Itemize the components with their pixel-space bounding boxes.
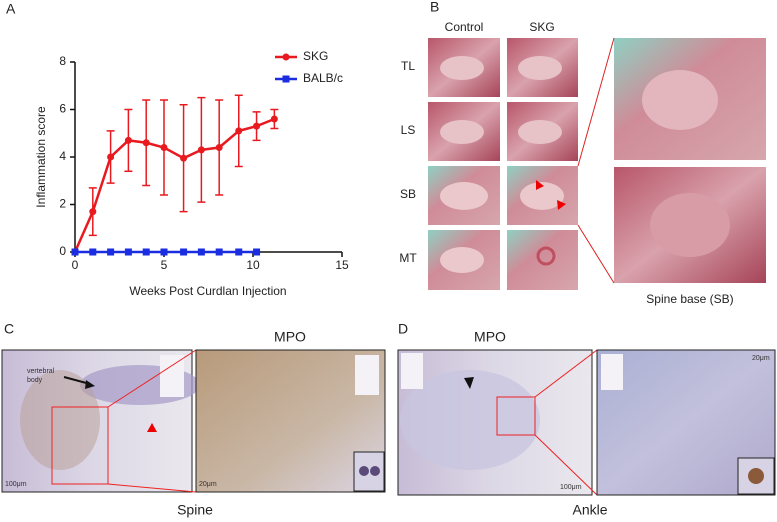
legend-marker xyxy=(282,53,290,61)
row-label: LS xyxy=(401,123,416,137)
scale-bar: 20μm xyxy=(199,481,217,488)
marker xyxy=(124,248,132,256)
marker xyxy=(142,248,150,256)
zoom-line xyxy=(107,483,197,493)
panel-title: MPO xyxy=(474,329,506,345)
tissue xyxy=(650,193,730,257)
inset xyxy=(160,355,184,397)
caption: Ankle xyxy=(572,502,607,518)
tissue xyxy=(440,182,488,210)
panel-d: MPO 100μm 20μm Ankle xyxy=(397,329,776,518)
legend-marker xyxy=(282,75,290,83)
column-label: SKG xyxy=(529,20,554,34)
zoom-box xyxy=(51,406,109,485)
marker xyxy=(253,248,261,256)
panel-letter: A xyxy=(6,1,16,17)
x-tick-label: 5 xyxy=(161,258,168,272)
marker xyxy=(107,153,115,161)
row-label: SB xyxy=(400,187,416,201)
marker xyxy=(235,248,243,256)
marker xyxy=(197,146,205,154)
tissue xyxy=(518,56,562,80)
tissue xyxy=(20,370,100,470)
annotation: vertebral xyxy=(27,368,55,375)
marker xyxy=(142,139,150,147)
y-axis-title: Inflammation score xyxy=(34,106,48,208)
tissue xyxy=(440,247,484,273)
marker xyxy=(124,136,132,144)
marker xyxy=(215,248,223,256)
row-label: MT xyxy=(399,251,417,265)
panel-letter: D xyxy=(398,321,408,337)
marker xyxy=(180,248,188,256)
scale-bar: 100μm xyxy=(5,481,27,488)
scale-bar: 20μm xyxy=(752,355,770,362)
inset xyxy=(355,355,379,395)
caption: Spine base (SB) xyxy=(646,292,733,306)
marker xyxy=(215,144,223,151)
tissue xyxy=(440,120,484,144)
panel-c: MPO vertebral body 100μm 20μm Spine xyxy=(1,329,386,518)
arrowhead xyxy=(85,380,95,389)
cell xyxy=(359,466,369,476)
zoom-line xyxy=(534,434,598,496)
y-tick-label: 8 xyxy=(59,54,66,68)
marker xyxy=(197,248,205,256)
marker xyxy=(89,248,97,256)
zoom-line xyxy=(577,224,615,284)
tissue xyxy=(520,182,564,210)
tissue xyxy=(440,56,484,80)
line-chart: Inflammation score Weeks Post Curdlan In… xyxy=(34,49,349,298)
x-axis-title: Weeks Post Curdlan Injection xyxy=(129,284,286,298)
caption: Spine xyxy=(177,502,213,518)
tissue xyxy=(536,246,556,266)
y-tick-label: 2 xyxy=(59,197,66,211)
arrowhead xyxy=(464,377,474,389)
arrow xyxy=(63,376,91,385)
marker xyxy=(270,115,278,123)
tissue xyxy=(642,70,718,130)
row-label: TL xyxy=(401,59,415,73)
scale-bar: 100μm xyxy=(560,484,582,491)
panel-letter: B xyxy=(430,0,439,15)
annotation: body xyxy=(27,377,43,384)
x-tick-label: 15 xyxy=(335,258,349,272)
cell xyxy=(748,468,764,484)
inset xyxy=(601,354,623,390)
marker xyxy=(107,248,115,256)
inset xyxy=(401,353,423,389)
y-tick-label: 6 xyxy=(59,102,66,116)
zoom-line xyxy=(107,349,197,408)
legend-label: BALB/c xyxy=(303,71,343,85)
column-label: Control xyxy=(445,20,484,34)
y-tick-label: 4 xyxy=(59,149,66,163)
panel-letter: C xyxy=(4,321,14,337)
marker xyxy=(160,248,168,256)
x-tick-label: 10 xyxy=(246,258,260,272)
y-tick-label: 0 xyxy=(59,244,66,258)
zoom-line xyxy=(577,37,615,167)
legend-label: SKG xyxy=(303,49,328,63)
marker xyxy=(180,154,188,162)
tissue xyxy=(400,370,540,470)
tissue xyxy=(518,120,562,144)
cell xyxy=(370,466,380,476)
marker xyxy=(89,208,97,216)
marker xyxy=(160,144,168,151)
panel-title: MPO xyxy=(274,329,306,345)
marker xyxy=(71,248,79,256)
histology-image xyxy=(507,230,578,290)
arrowhead xyxy=(536,180,544,190)
marker xyxy=(235,127,243,135)
marker xyxy=(253,122,261,130)
arrowhead xyxy=(147,423,157,432)
x-tick-label: 0 xyxy=(72,258,79,272)
series-line xyxy=(73,117,275,253)
arrowhead xyxy=(557,200,566,210)
zoom-box xyxy=(496,396,536,436)
panel-b: Control SKG TL LS SB MT Spine base (SB) xyxy=(399,20,766,306)
zoom-line xyxy=(534,349,598,398)
